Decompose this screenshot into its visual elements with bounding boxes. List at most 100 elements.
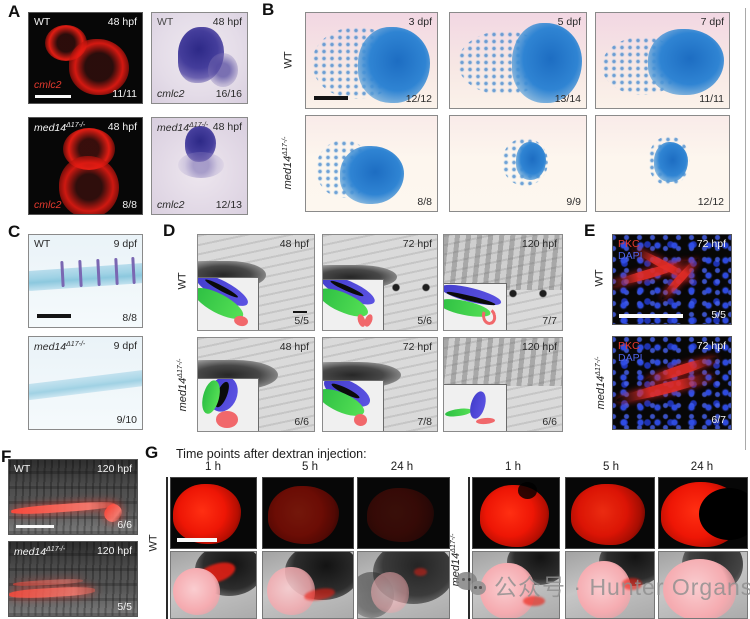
dextran-heart-shape <box>172 483 241 544</box>
timepoint-label: 72 hpf <box>696 340 726 352</box>
count-label: 9/9 <box>566 195 581 208</box>
stain-red-label: PKC <box>618 340 640 352</box>
count-label: 8/8 <box>417 195 432 208</box>
finfold-green-shape <box>444 407 473 419</box>
tailtip-red-shape <box>476 417 496 425</box>
genotype-label: med14Δ17-/- <box>34 122 86 134</box>
micrograph-b-wt-3dpf: 3 dpf 12/12 <box>305 12 438 109</box>
segment-mark <box>60 260 65 288</box>
micrograph-a-wt-cmlc2-ish: WT 48 hpf cmlc2 16/16 <box>151 12 248 104</box>
dextran-heart-shape <box>571 483 646 546</box>
heart-pink-shape <box>576 561 632 618</box>
count-label: 6/6 <box>294 415 309 428</box>
micrograph-g-wt-fluor-24h <box>357 477 450 549</box>
dextran-red-shape <box>622 578 642 591</box>
micrograph-d-wt-48hpf: 48 hpf 5/5 <box>197 234 315 331</box>
count-label: 12/13 <box>215 198 242 211</box>
panel-d-label: D <box>163 221 176 240</box>
probe-label: cmlc2 <box>157 198 185 211</box>
probe-label: cmlc2 <box>34 198 62 211</box>
timepoint-column-header: 24 h <box>390 461 414 473</box>
micrograph-g-wt-overlay-1h <box>170 551 257 619</box>
segment-mark <box>96 258 101 287</box>
segment-mark <box>78 259 83 288</box>
timepoint-label: 120 hpf <box>521 341 557 353</box>
micrograph-b-mut-7dpf: 12/12 <box>595 115 730 212</box>
count-label: 6/7 <box>711 413 726 426</box>
group-bracket <box>166 477 168 619</box>
micrograph-b-mut-5dpf: 9/9 <box>449 115 587 212</box>
ish-heart-stain-shape <box>178 152 224 178</box>
stain-red-label: PKC <box>618 238 640 250</box>
heart-notch-shape <box>517 482 537 499</box>
micrograph-g-wt-fluor-1h <box>170 477 257 549</box>
inset-diagram <box>198 378 259 431</box>
heart-pink-shape <box>479 562 535 618</box>
heart-shape <box>59 156 119 214</box>
timepoint-column-header: 24 h <box>690 461 714 473</box>
inset-diagram <box>444 283 507 330</box>
timepoint-label: 120 hpf <box>96 545 132 557</box>
heart-crescent-shadow <box>699 487 747 540</box>
scale-bar <box>177 538 217 542</box>
scale-bar <box>293 310 307 313</box>
fin-body-shape <box>648 29 724 95</box>
panel-a-label: A <box>8 2 21 21</box>
fin-body-shape <box>340 146 404 204</box>
pigment-spots <box>468 289 560 298</box>
wechat-icon <box>456 570 490 600</box>
scale-bar <box>37 314 71 318</box>
fin-body-shape <box>654 142 688 182</box>
micrograph-e-mut-pkc-dapi: PKC DAPI 72 hpf 6/7 <box>612 336 732 430</box>
segment-mark <box>114 257 119 286</box>
micrograph-f-wt-vessel: WT 120 hpf 6/6 <box>8 459 138 535</box>
panel-b-label: B <box>262 0 275 19</box>
probe-label: cmlc2 <box>34 78 62 91</box>
micrograph-g-wt-fluor-5h <box>262 477 354 549</box>
tailtip-red-shape <box>353 412 369 428</box>
dextran-heart-shape <box>479 485 549 547</box>
micrograph-b-wt-7dpf: 7 dpf 11/11 <box>595 12 730 109</box>
micrograph-b-wt-5dpf: 5 dpf 13/14 <box>449 12 587 109</box>
count-label: 12/12 <box>697 195 724 208</box>
dextran-header: Time points after dextran injection: <box>176 447 367 461</box>
count-label: 6/6 <box>542 415 557 428</box>
tailtip-red-shape <box>216 411 238 428</box>
timepoint-label: 48 hpf <box>107 121 137 133</box>
inset-diagram <box>323 380 384 431</box>
genotype-label: med14Δ17-/- <box>14 546 66 558</box>
count-label: 11/11 <box>112 87 137 100</box>
stain-blue-label: DAPI <box>618 352 643 364</box>
scale-bar <box>16 524 54 528</box>
panel-g-label: G <box>145 443 159 462</box>
timepoint-label: 3 dpf <box>408 16 432 28</box>
heart-pink-shape <box>172 567 221 616</box>
micrograph-d-mut-120hpf: 120 hpf 6/6 <box>443 337 563 432</box>
timepoint-label: 72 hpf <box>402 341 432 353</box>
panel-c-label: C <box>8 222 21 241</box>
ish-heart-stain-shape <box>208 53 238 87</box>
panel-e-label: E <box>584 221 596 240</box>
inset-diagram <box>198 277 259 330</box>
dextran-red-shape <box>522 595 546 607</box>
notochord-blue-shape <box>467 389 489 420</box>
micrograph-d-wt-72hpf: 72 hpf 5/6 <box>322 234 438 331</box>
inset-diagram <box>444 384 507 431</box>
micrograph-g-wt-overlay-5h <box>262 551 354 619</box>
count-label: 11/11 <box>699 92 724 105</box>
count-label: 6/6 <box>117 518 132 531</box>
count-label: 7/7 <box>542 314 557 327</box>
timepoint-label: 48 hpf <box>107 16 137 28</box>
timepoint-label: 9 dpf <box>113 340 137 352</box>
micrograph-d-mut-72hpf: 72 hpf 7/8 <box>322 337 438 432</box>
dextran-red-shape <box>414 567 428 576</box>
micrograph-c-wt-notochord: WT 9 dpf 8/8 <box>28 234 143 328</box>
timepoint-column-header: 5 h <box>603 461 619 473</box>
figure-edge-line <box>745 8 746 450</box>
micrograph-g-mut-overlay-24h <box>658 551 748 619</box>
timepoint-label: 5 dpf <box>557 16 581 28</box>
heart-ventricle-shape <box>69 39 129 95</box>
inset-diagram <box>323 279 384 330</box>
micrograph-c-mut-notochord: med14Δ17-/- 9 dpf 9/10 <box>28 336 143 430</box>
micrograph-a-mut-cmlc2-ish: med14Δ17-/- 48 hpf cmlc2 12/13 <box>151 117 248 215</box>
